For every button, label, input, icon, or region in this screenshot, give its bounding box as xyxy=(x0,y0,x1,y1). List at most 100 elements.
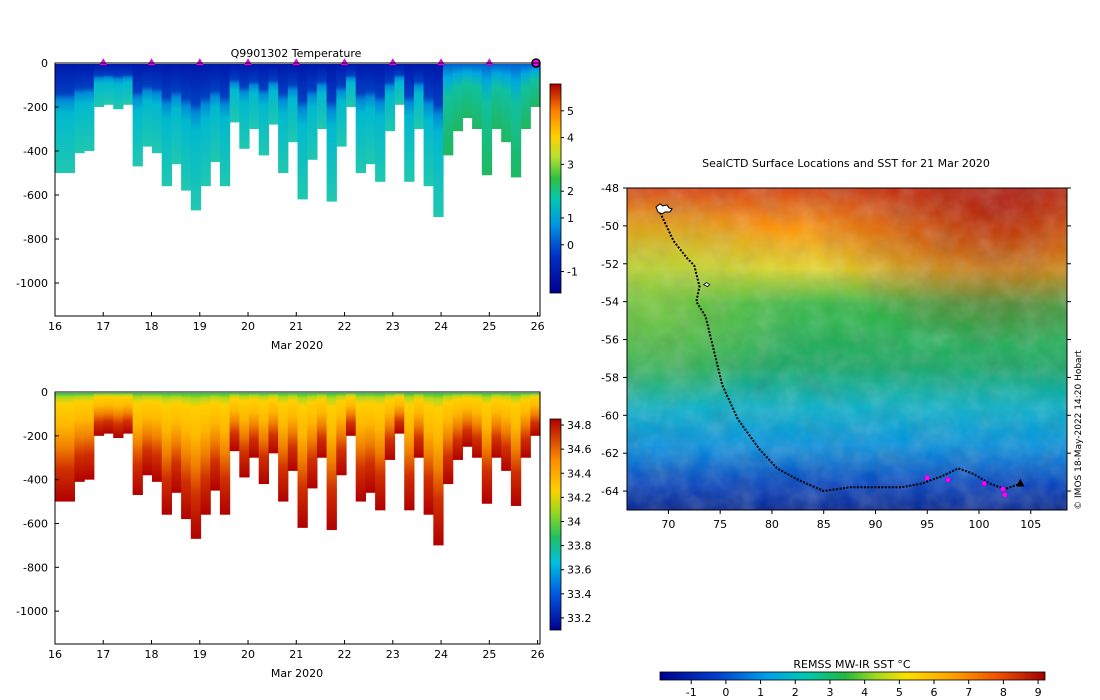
sst-colorbar-ticks: -1 0 1 2 3 4 5 6 7 8 9 xyxy=(686,680,1042,699)
colorbar-tick-label: 33.2 xyxy=(567,612,592,625)
profile-column xyxy=(375,393,386,511)
colorbar-tick-label: 34.2 xyxy=(567,491,592,504)
salinity-y-ticks: 0 -200 -400 -600 -800 -1000 xyxy=(16,386,59,618)
profile-column xyxy=(219,393,231,515)
colorbar-tick-label: 1 xyxy=(567,212,574,225)
profile-column xyxy=(181,393,192,520)
profile-column xyxy=(93,64,105,107)
profile-column xyxy=(190,64,202,211)
x-tick-label: 22 xyxy=(338,320,352,333)
sst-colorbar-tick-label: -1 xyxy=(686,686,697,699)
y-tick-label: 0 xyxy=(41,57,48,70)
profile-column xyxy=(132,393,143,495)
profile-column xyxy=(287,64,299,143)
profile-column xyxy=(404,64,415,182)
profile-column xyxy=(443,64,454,156)
profile-column xyxy=(510,64,522,178)
profile-column xyxy=(171,64,182,165)
x-tick-label: 25 xyxy=(482,320,496,333)
profile-column xyxy=(297,393,308,528)
surface-marker xyxy=(388,58,397,66)
profile-column xyxy=(239,393,250,478)
profile-column xyxy=(375,64,386,182)
profile-column xyxy=(200,393,211,515)
sst-colorbar-tick-label: 1 xyxy=(757,686,764,699)
profile-column xyxy=(491,64,502,129)
profile-column xyxy=(355,64,366,173)
profile-column xyxy=(132,64,143,167)
profile-column xyxy=(452,393,463,460)
profile-column xyxy=(316,64,328,129)
profile-column xyxy=(433,393,444,546)
temperature-y-ticks: 0 -200 -400 -600 -800 -1000 xyxy=(16,57,59,290)
map-x-tick-label: 90 xyxy=(868,518,882,531)
map-axes-frame xyxy=(626,187,1068,511)
x-tick-label: 18 xyxy=(145,320,159,333)
profile-column xyxy=(84,393,95,480)
profile-column xyxy=(239,64,250,149)
map-y-tick-label: -64 xyxy=(601,485,619,498)
y-tick-label: -600 xyxy=(23,517,48,530)
profile-column xyxy=(64,393,75,502)
sst-colorbar-tick-label: 5 xyxy=(896,686,903,699)
y-tick-label: -800 xyxy=(23,561,48,574)
map-x-tick-label: 95 xyxy=(920,518,934,531)
profile-column xyxy=(481,64,493,176)
profile-column xyxy=(103,64,114,105)
profile-column xyxy=(55,393,66,502)
salinity-panel: 16 17 18 19 20 21 22 23 24 25 26 0 -200 -400 -600 -800… xyxy=(16,386,591,680)
profile-column xyxy=(520,64,531,129)
x-tick-label: 20 xyxy=(241,320,255,333)
profile-column xyxy=(258,64,269,156)
salinity-profiles xyxy=(55,393,541,546)
profile-column xyxy=(472,64,483,129)
profile-column xyxy=(336,64,347,147)
map-x-tick-label: 80 xyxy=(765,518,779,531)
colorbar-tick-label: 34.4 xyxy=(567,467,592,480)
map-x-ticks: 70 75 80 85 90 95 100 105 xyxy=(661,510,1041,531)
x-tick-label: 26 xyxy=(531,648,545,661)
profile-column xyxy=(452,64,463,132)
colorbar-tick-label: 34.6 xyxy=(567,443,592,456)
temperature-panel: Q9901302 Temperature 16 17 18 19 20 21 22 23 24 2… xyxy=(16,47,578,352)
sst-colorbar-label: REMSS MW-IR SST °C xyxy=(793,658,911,671)
surface-marker xyxy=(485,58,494,66)
profile-column xyxy=(530,64,541,107)
y-tick-label: -600 xyxy=(23,189,48,202)
profile-column xyxy=(268,393,279,454)
surface-location-point xyxy=(1002,492,1008,498)
salinity-colorbar-ticks: 34.8 34.6 34.4 34.2 34 33.8 33.6 33.4 33.2 xyxy=(561,419,592,625)
x-tick-label: 18 xyxy=(145,648,159,661)
profile-column xyxy=(491,393,502,458)
colorbar-tick-label: 0 xyxy=(567,239,574,252)
y-tick-label: -400 xyxy=(23,145,48,158)
colorbar-tick-label: 3 xyxy=(567,158,574,171)
profile-column xyxy=(365,393,376,493)
profile-column xyxy=(258,393,269,485)
profile-column xyxy=(316,393,328,458)
profile-column xyxy=(181,64,192,191)
profile-column xyxy=(229,64,240,123)
sst-colorbar-tick-label: 6 xyxy=(931,686,938,699)
map-x-tick-label: 85 xyxy=(817,518,831,531)
x-tick-label: 25 xyxy=(482,648,496,661)
sst-map-panel: SealCTD Surface Locations and SST for 21… xyxy=(601,157,1084,699)
profile-column xyxy=(113,64,124,110)
profile-column xyxy=(297,64,308,200)
profile-column xyxy=(171,393,182,493)
profile-column xyxy=(210,64,221,162)
profile-column xyxy=(64,64,75,173)
map-x-tick-label: 70 xyxy=(661,518,675,531)
profile-column xyxy=(278,393,289,502)
profile-column xyxy=(423,393,434,515)
map-x-tick-label: 100 xyxy=(969,518,990,531)
profile-column xyxy=(278,64,289,173)
colorbar-tick-label: -1 xyxy=(567,266,578,279)
profile-column xyxy=(462,393,473,447)
map-x-tick-label: 105 xyxy=(1020,518,1041,531)
x-tick-label: 16 xyxy=(48,320,62,333)
surface-marker xyxy=(99,58,108,66)
colorbar-tick-label: 33.6 xyxy=(567,564,592,577)
profile-column xyxy=(249,393,260,458)
profile-column xyxy=(326,393,337,531)
